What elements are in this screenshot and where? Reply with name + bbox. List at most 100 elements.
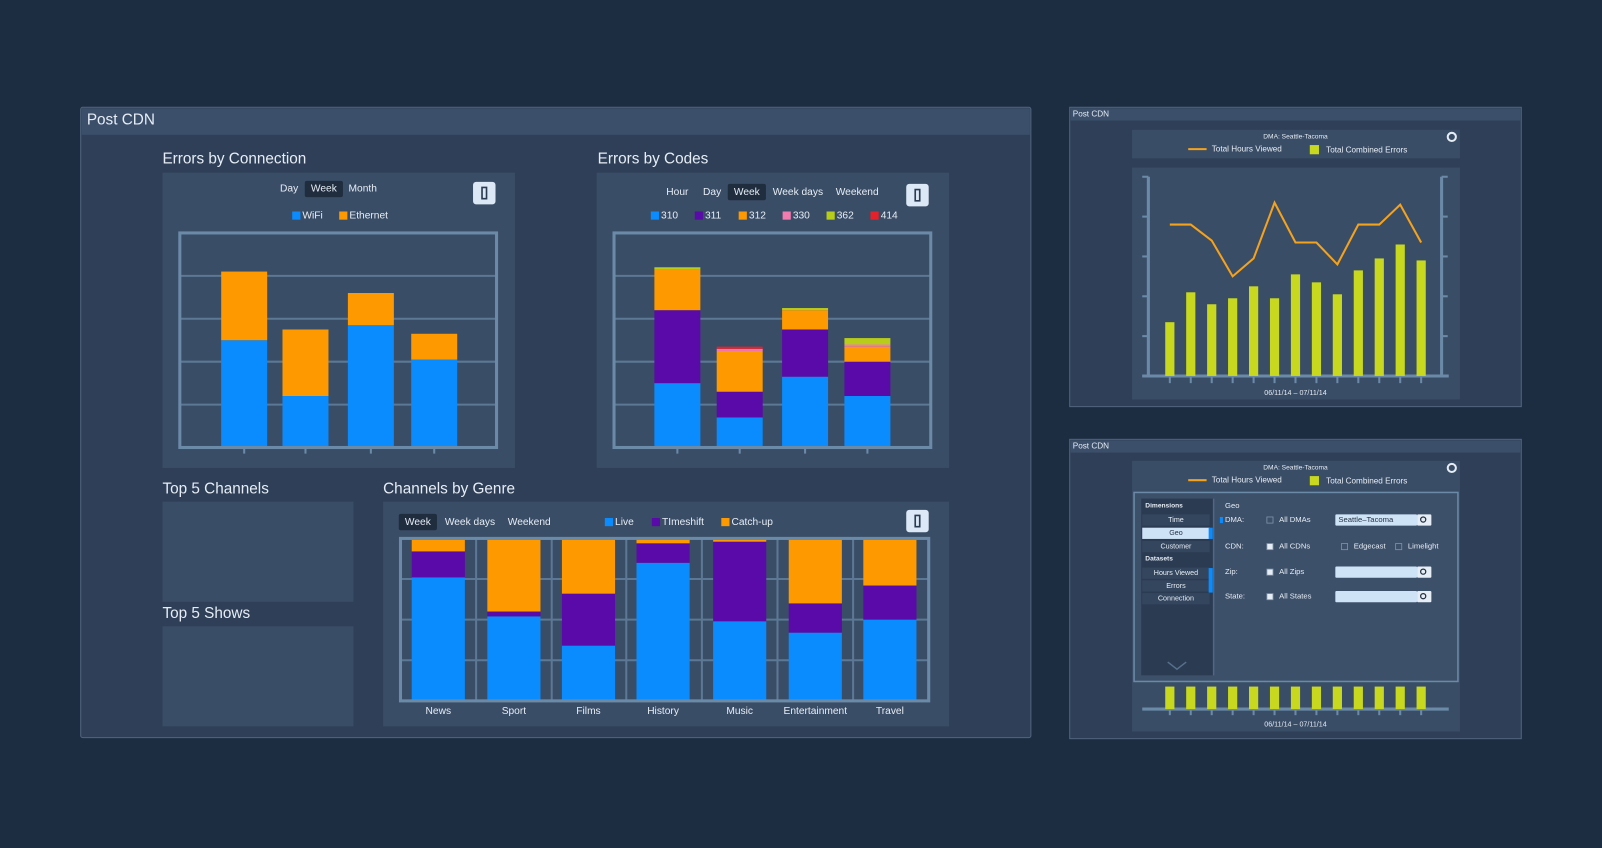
filter-button[interactable]: Week	[405, 517, 432, 528]
filter-button[interactable]: Day	[703, 187, 722, 198]
bar-preview	[1207, 686, 1217, 710]
bar-segment	[347, 293, 394, 326]
search-button[interactable]	[1417, 514, 1432, 526]
text-input[interactable]	[1335, 514, 1418, 526]
checkbox[interactable]	[1266, 568, 1274, 576]
bar-segment	[863, 619, 917, 701]
x-tick-label: Films	[576, 706, 600, 717]
option-label: All DMAs	[1279, 515, 1311, 524]
bar-segment	[411, 538, 465, 552]
menu-item[interactable]: Errors	[1166, 582, 1186, 590]
bar-segment	[636, 543, 690, 563]
side-title: Post CDN	[1073, 110, 1109, 119]
checkbox[interactable]	[1341, 543, 1349, 551]
bar	[1269, 298, 1280, 376]
bar-segment	[788, 632, 842, 701]
checkbox[interactable]	[1266, 543, 1274, 551]
refresh-icon[interactable]	[473, 181, 496, 205]
refresh-glyph	[481, 186, 488, 200]
option-label: All States	[1279, 592, 1312, 601]
bar-segment	[282, 329, 329, 397]
text-input[interactable]	[1335, 566, 1418, 578]
filter-button[interactable]: Week	[311, 184, 338, 195]
bar	[1290, 274, 1301, 376]
legend-label: WiFi	[302, 210, 322, 221]
bar-segment	[713, 538, 767, 542]
chart-title: Errors by Connection	[162, 150, 306, 167]
x-tick-label: Entertainment	[784, 706, 848, 717]
filter-button[interactable]: Hour	[666, 187, 689, 198]
top5-box	[162, 501, 354, 602]
top5-box	[162, 626, 354, 727]
bar-segment	[347, 325, 394, 448]
legend-swatch	[339, 211, 348, 220]
checkbox[interactable]	[1395, 543, 1403, 551]
legend-label: 414	[881, 210, 898, 221]
bar-segment	[654, 383, 701, 448]
legend-label: Total Combined Errors	[1326, 476, 1407, 485]
bar-segment	[561, 645, 616, 701]
menu-item[interactable]: Geo	[1169, 529, 1183, 537]
checkbox[interactable]	[1266, 593, 1274, 601]
bar-segment	[561, 593, 616, 646]
bar-segment	[221, 271, 268, 341]
bar	[1395, 244, 1405, 376]
chart-title: DMA: Seattle-Tacoma	[1263, 465, 1328, 472]
checkbox[interactable]	[1266, 516, 1274, 524]
menu-item[interactable]: Hours Viewed	[1154, 569, 1198, 577]
bar-preview	[1228, 686, 1238, 710]
filter-button[interactable]: Weekend	[508, 517, 551, 528]
legend-box	[1132, 460, 1460, 490]
menu-item[interactable]: Time	[1168, 516, 1184, 524]
bar-segment	[636, 562, 690, 701]
search-glyph	[1420, 592, 1427, 600]
refresh-icon[interactable]	[906, 509, 929, 533]
bar-segment	[863, 585, 917, 620]
field-marker	[1219, 516, 1223, 524]
bar-segment	[716, 391, 763, 418]
legend-swatch	[292, 211, 301, 220]
bar-segment	[411, 359, 458, 448]
menu-item-bg	[1142, 567, 1210, 579]
filter-button[interactable]: Weekend	[836, 187, 879, 198]
filter-button[interactable]: Week days	[773, 187, 823, 198]
search-button[interactable]	[1417, 566, 1432, 578]
side-header	[1070, 440, 1521, 453]
legend-label: Total Hours Viewed	[1212, 144, 1283, 153]
search-button[interactable]	[1417, 591, 1432, 603]
option-label: All Zips	[1279, 567, 1304, 576]
bar-segment	[782, 308, 829, 311]
bar-segment	[654, 269, 701, 311]
legend-swatch	[1309, 145, 1319, 155]
plot-frame	[398, 536, 931, 703]
filter-button[interactable]: Day	[280, 184, 299, 195]
selected-button-bg	[304, 180, 343, 198]
menu-item[interactable]: Connection	[1158, 595, 1194, 603]
legend-swatch	[650, 211, 659, 220]
main-title: Post CDN	[87, 112, 155, 129]
bar-segment	[844, 344, 891, 347]
legend-swatch	[604, 517, 614, 527]
filter-button[interactable]: Week days	[445, 517, 495, 528]
bar	[1416, 260, 1426, 376]
filter-button[interactable]: Week	[734, 187, 761, 198]
plot-frame	[178, 231, 499, 450]
legend-swatch	[694, 211, 703, 220]
bar	[1165, 322, 1175, 376]
refresh-icon[interactable]	[906, 183, 929, 207]
legend-label: Ethernet	[349, 210, 388, 221]
bar-preview	[1249, 686, 1259, 710]
menu-item[interactable]: Customer	[1160, 542, 1192, 550]
legend-label: 310	[661, 210, 678, 221]
filter-button[interactable]: Month	[349, 184, 378, 195]
settings-icon[interactable]	[1446, 462, 1457, 474]
bar-preview	[1269, 686, 1280, 710]
bar-segment	[282, 396, 329, 448]
canvas: Post CDN Top 5 Channels Top 5 Shows Errors …	[80, 106, 1522, 740]
chart-title: Errors by Codes	[598, 150, 709, 167]
text-input[interactable]	[1335, 591, 1418, 603]
bar-segment	[221, 340, 268, 448]
bar	[1311, 282, 1322, 376]
settings-icon[interactable]	[1446, 131, 1457, 143]
bar-preview	[1290, 686, 1301, 710]
